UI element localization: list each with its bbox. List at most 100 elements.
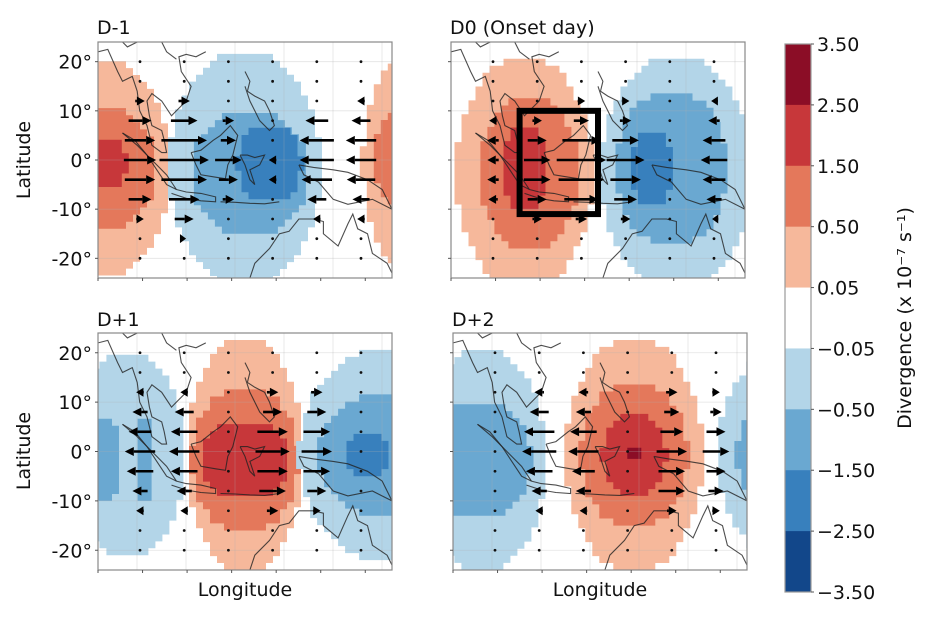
wind-vector-dot <box>712 237 716 241</box>
wind-vector-dot <box>626 430 629 434</box>
coastline <box>599 362 631 423</box>
wind-vector-arrow <box>159 155 209 165</box>
wind-vector-arrow <box>706 466 726 476</box>
wind-vector-arrow <box>710 407 722 417</box>
y-tick-label: -20° <box>51 248 92 270</box>
wind-vector-arrow <box>170 116 198 126</box>
wind-vector-dot <box>271 99 274 103</box>
wind-vector-dot <box>182 371 186 374</box>
coastline <box>573 201 633 205</box>
wind-vector-dot <box>271 217 274 221</box>
wind-vector-dot <box>493 390 497 394</box>
wind-vector-arrow <box>529 407 549 417</box>
colorbar-segment <box>785 287 811 349</box>
wind-vector-dot <box>491 99 495 103</box>
onset-region-box <box>516 107 601 218</box>
wind-vector-dot <box>227 450 230 453</box>
wind-vector-arrow <box>128 116 152 126</box>
coastline <box>475 333 493 339</box>
convergence-region <box>453 397 534 516</box>
wind-vector-dot <box>271 60 274 64</box>
wind-vector-arrow <box>124 135 156 145</box>
wind-vector-arrow <box>313 214 321 224</box>
wind-vector-arrow <box>313 506 321 516</box>
wind-vector-dot <box>493 450 497 453</box>
wind-vector-dot <box>580 256 583 260</box>
wind-vector-arrow <box>220 135 236 145</box>
coastline <box>239 154 266 185</box>
wind-vector-arrow <box>614 194 637 204</box>
wind-vector-dot <box>626 450 629 453</box>
wind-vector-arrow <box>610 175 641 185</box>
wind-vector-dot <box>271 197 274 201</box>
wind-vector-dot <box>668 138 672 142</box>
wind-vector-arrow <box>621 96 630 106</box>
wind-vector-dot <box>712 60 716 64</box>
colorbar-tick-label: 3.50 <box>817 34 859 56</box>
wind-vector-dot <box>227 410 230 414</box>
coastline <box>120 333 138 339</box>
wind-vector-dot <box>668 256 672 260</box>
wind-vector-arrow <box>606 155 645 165</box>
wind-vector-dot <box>359 410 363 414</box>
wind-vector-arrow <box>132 486 148 496</box>
wind-vector-arrow <box>124 447 156 456</box>
wind-vector-dot <box>271 79 274 83</box>
wind-vector-dot <box>626 371 629 374</box>
coastline <box>244 362 276 423</box>
convergence-region <box>137 412 152 501</box>
wind-vector-arrow <box>170 466 198 476</box>
wind-vector-arrow <box>575 486 591 496</box>
panel-title: D0 (Onset day) <box>450 17 595 39</box>
wind-vector-dot <box>668 99 672 103</box>
wind-vector-dot <box>271 529 274 532</box>
wind-vector-arrow <box>161 175 207 185</box>
wind-vector-arrow <box>568 447 599 456</box>
wind-vector-dot <box>668 60 672 64</box>
wind-vector-dot <box>227 217 230 221</box>
wind-vector-arrow <box>579 506 588 516</box>
wind-vector-arrow <box>524 427 555 437</box>
wind-vector-dot <box>714 351 718 355</box>
y-tick-label: 0° <box>70 150 92 172</box>
wind-vector-arrow <box>357 96 365 106</box>
wind-vector-dot <box>182 256 186 260</box>
wind-vector-dot <box>670 529 674 532</box>
wind-vector-dot <box>491 217 495 221</box>
divergence-region <box>373 112 392 205</box>
wind-vector-arrow <box>180 506 188 516</box>
wind-vector-arrow <box>135 96 145 106</box>
wind-vector-arrow <box>534 387 544 397</box>
wind-vector-arrow <box>311 387 323 397</box>
coastline <box>475 132 530 190</box>
coastline <box>122 132 217 203</box>
wind-vector-dot <box>182 60 186 64</box>
wind-vector-dot <box>668 197 672 201</box>
wind-vector-arrow <box>488 194 498 204</box>
wind-vector-dot <box>227 390 230 394</box>
wind-vector-arrow <box>169 447 200 456</box>
wind-vector-arrow <box>564 194 599 204</box>
wind-vector-arrow <box>357 214 365 224</box>
wind-vector-dot <box>491 60 495 64</box>
y-tick-label: -10° <box>51 491 92 513</box>
wind-vector-arrow <box>180 387 188 397</box>
wind-vector-dot <box>668 237 672 241</box>
colorbar-tick-label: 0.05 <box>817 278 859 300</box>
wind-vector-arrow <box>658 466 686 476</box>
wind-vector-dot <box>315 256 319 260</box>
colorbar-tick-label: −2.50 <box>817 521 875 543</box>
wind-vector-dot <box>359 60 363 64</box>
wind-vector-dot <box>626 390 629 394</box>
colorbar-tick-label: −3.50 <box>817 582 875 604</box>
wind-vector-arrow <box>179 234 187 244</box>
wind-vector-arrow <box>346 175 376 185</box>
wind-vector-arrow <box>268 175 277 185</box>
wind-vector-arrow <box>487 175 499 185</box>
wind-vector-arrow <box>351 116 371 126</box>
wind-vector-arrow <box>307 407 327 417</box>
plot-content <box>453 333 747 570</box>
wind-vector-arrow <box>263 407 283 417</box>
coastline <box>651 164 745 210</box>
coastline <box>249 212 392 278</box>
